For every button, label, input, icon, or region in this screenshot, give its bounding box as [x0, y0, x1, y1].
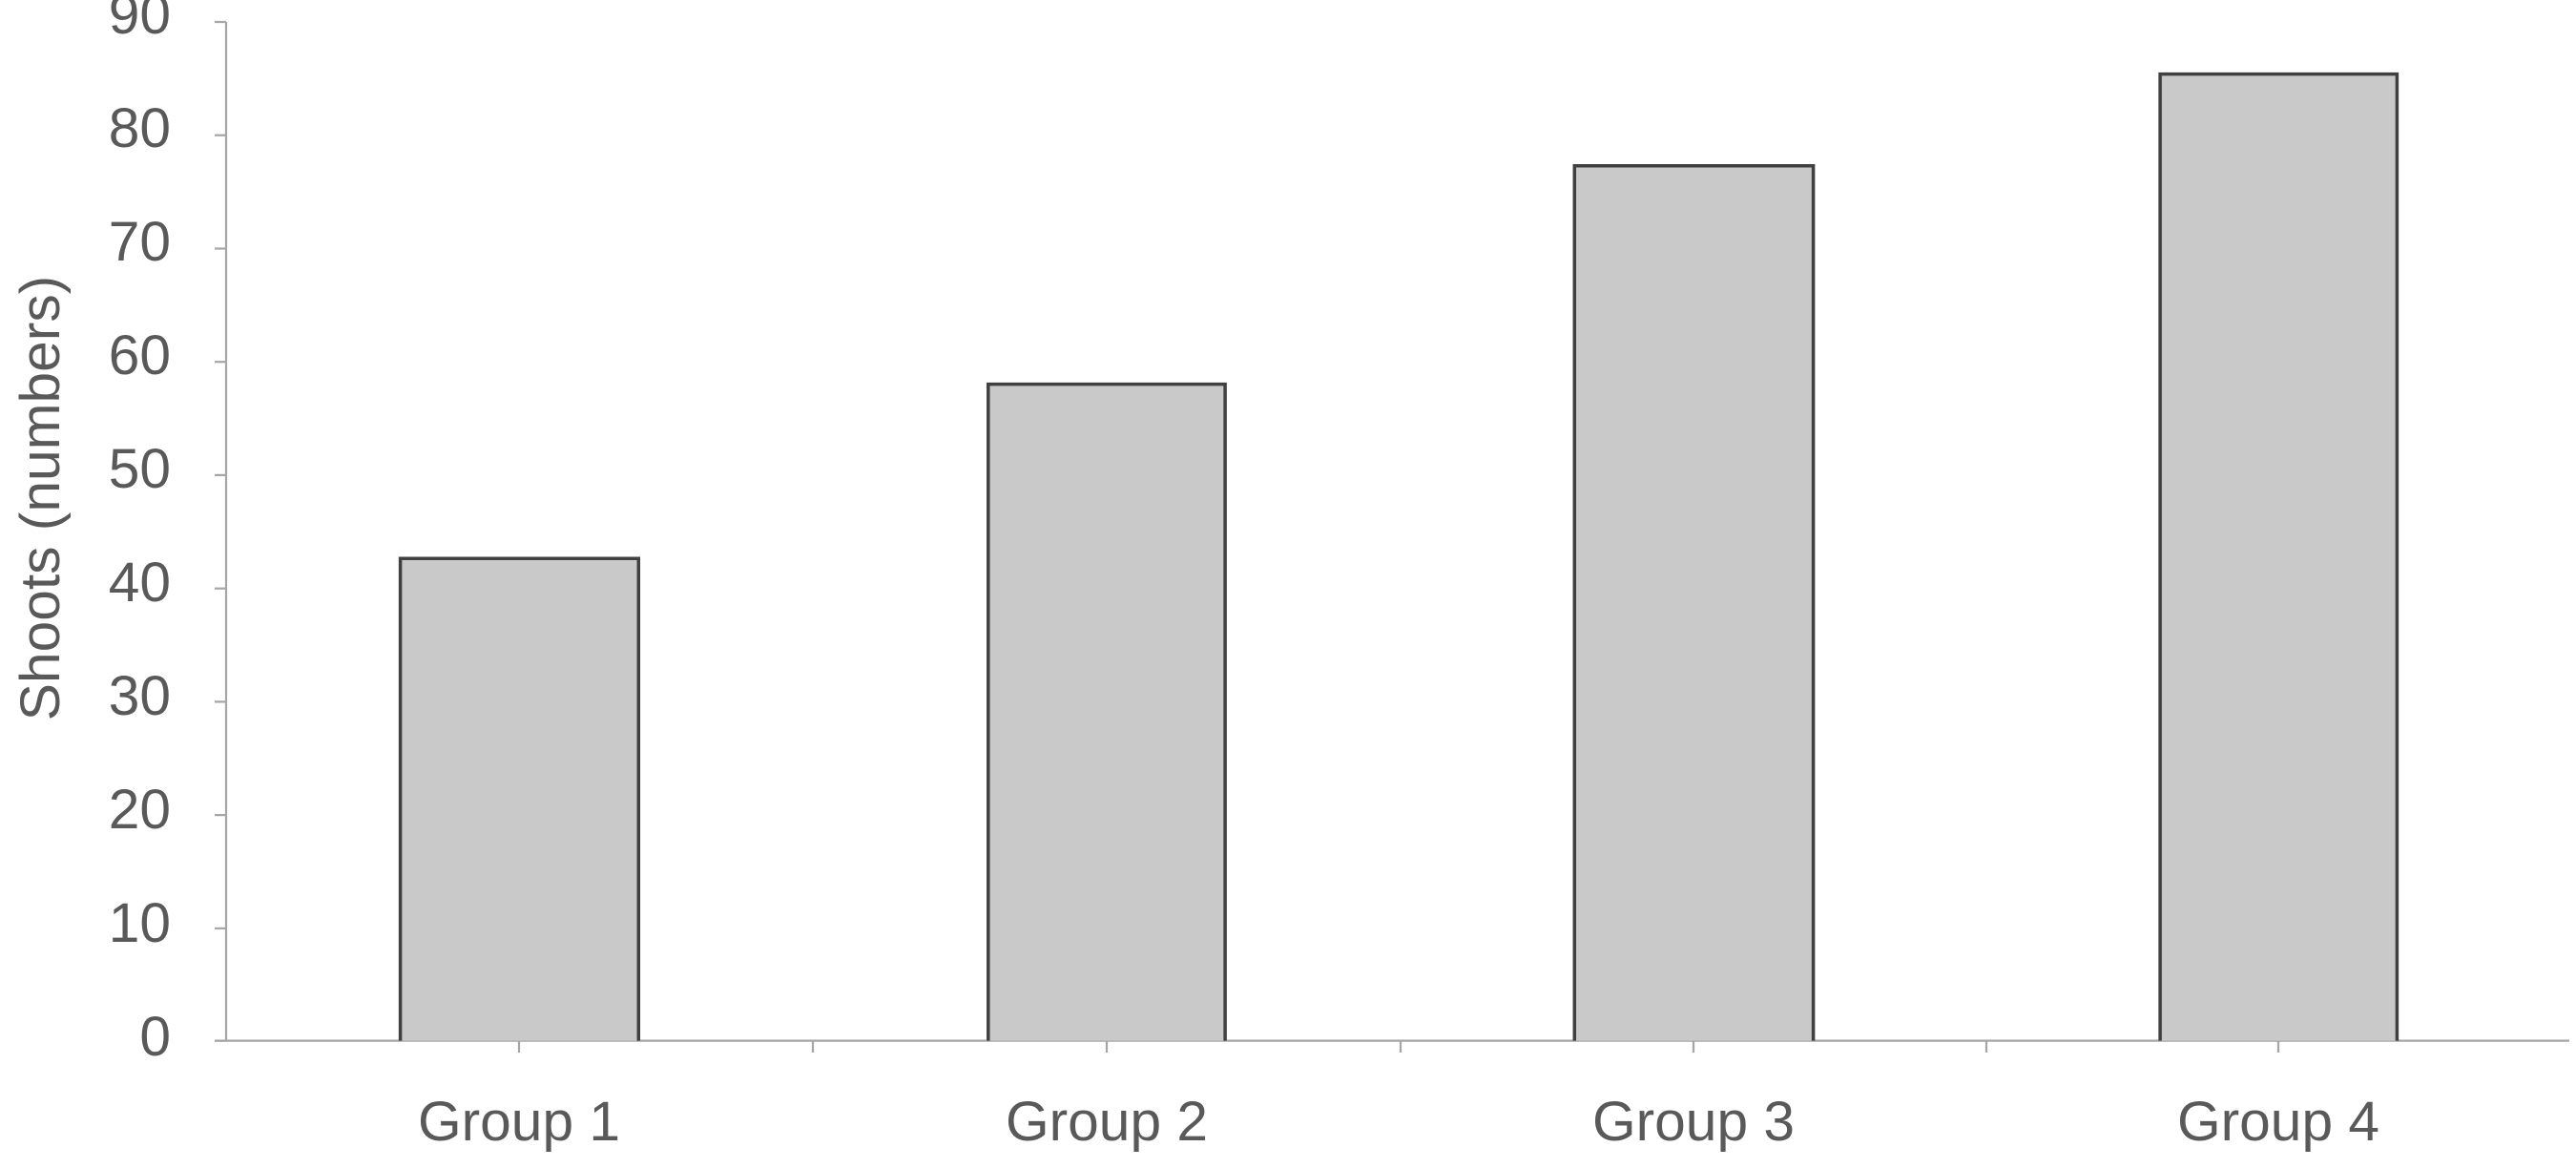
svg-text:Group 2: Group 2 [1006, 1091, 1208, 1153]
svg-text:Group 1: Group 1 [418, 1091, 620, 1153]
svg-text:0: 0 [139, 1006, 171, 1068]
svg-text:50: 50 [109, 438, 171, 500]
svg-text:Group 3: Group 3 [1592, 1091, 1795, 1153]
svg-text:Group 4: Group 4 [2177, 1091, 2379, 1153]
svg-text:40: 40 [109, 552, 171, 614]
svg-text:30: 30 [109, 665, 171, 727]
svg-text:80: 80 [109, 97, 171, 159]
svg-text:10: 10 [109, 892, 171, 954]
svg-text:Shoots (numbers): Shoots (numbers) [10, 276, 72, 720]
svg-text:70: 70 [109, 211, 171, 273]
svg-text:60: 60 [109, 324, 171, 386]
svg-text:90: 90 [109, 0, 171, 46]
svg-text:20: 20 [109, 779, 171, 841]
